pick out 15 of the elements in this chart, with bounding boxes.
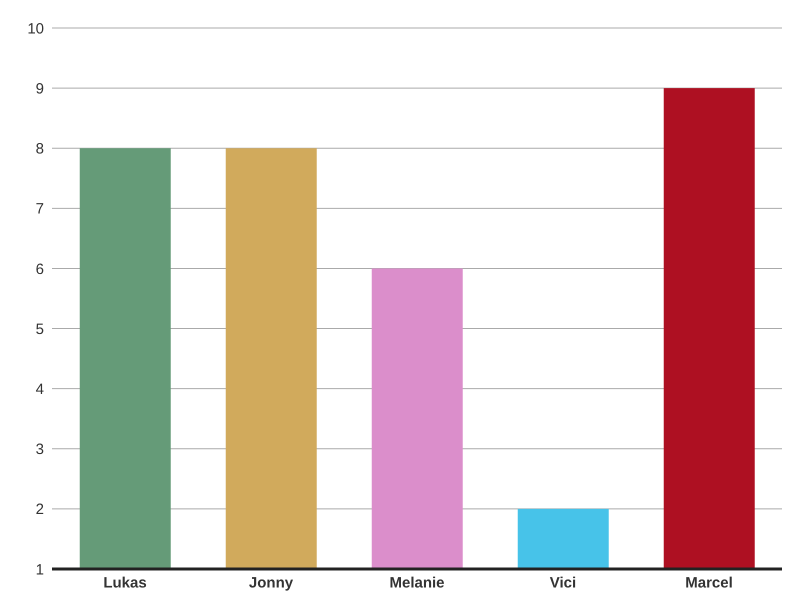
y-tick-label: 10 — [27, 20, 44, 38]
y-tick-label: 8 — [36, 140, 44, 158]
y-tick-label: 3 — [36, 441, 44, 458]
y-tick-label: 2 — [36, 501, 44, 518]
y-tick-label: 4 — [36, 380, 44, 398]
x-tick-label: Marcel — [685, 574, 733, 592]
x-tick-label: Melanie — [389, 574, 445, 592]
x-tick-label: Lukas — [103, 574, 147, 592]
y-tick-label: 9 — [36, 80, 44, 98]
y-tick-label: 6 — [36, 260, 44, 278]
y-tick-label: 5 — [36, 320, 44, 338]
y-tick-label: 7 — [36, 200, 44, 218]
x-tick-label: Vici — [550, 574, 576, 592]
x-tick-label: Jonny — [248, 574, 294, 592]
y-tick-label: 1 — [36, 561, 44, 578]
